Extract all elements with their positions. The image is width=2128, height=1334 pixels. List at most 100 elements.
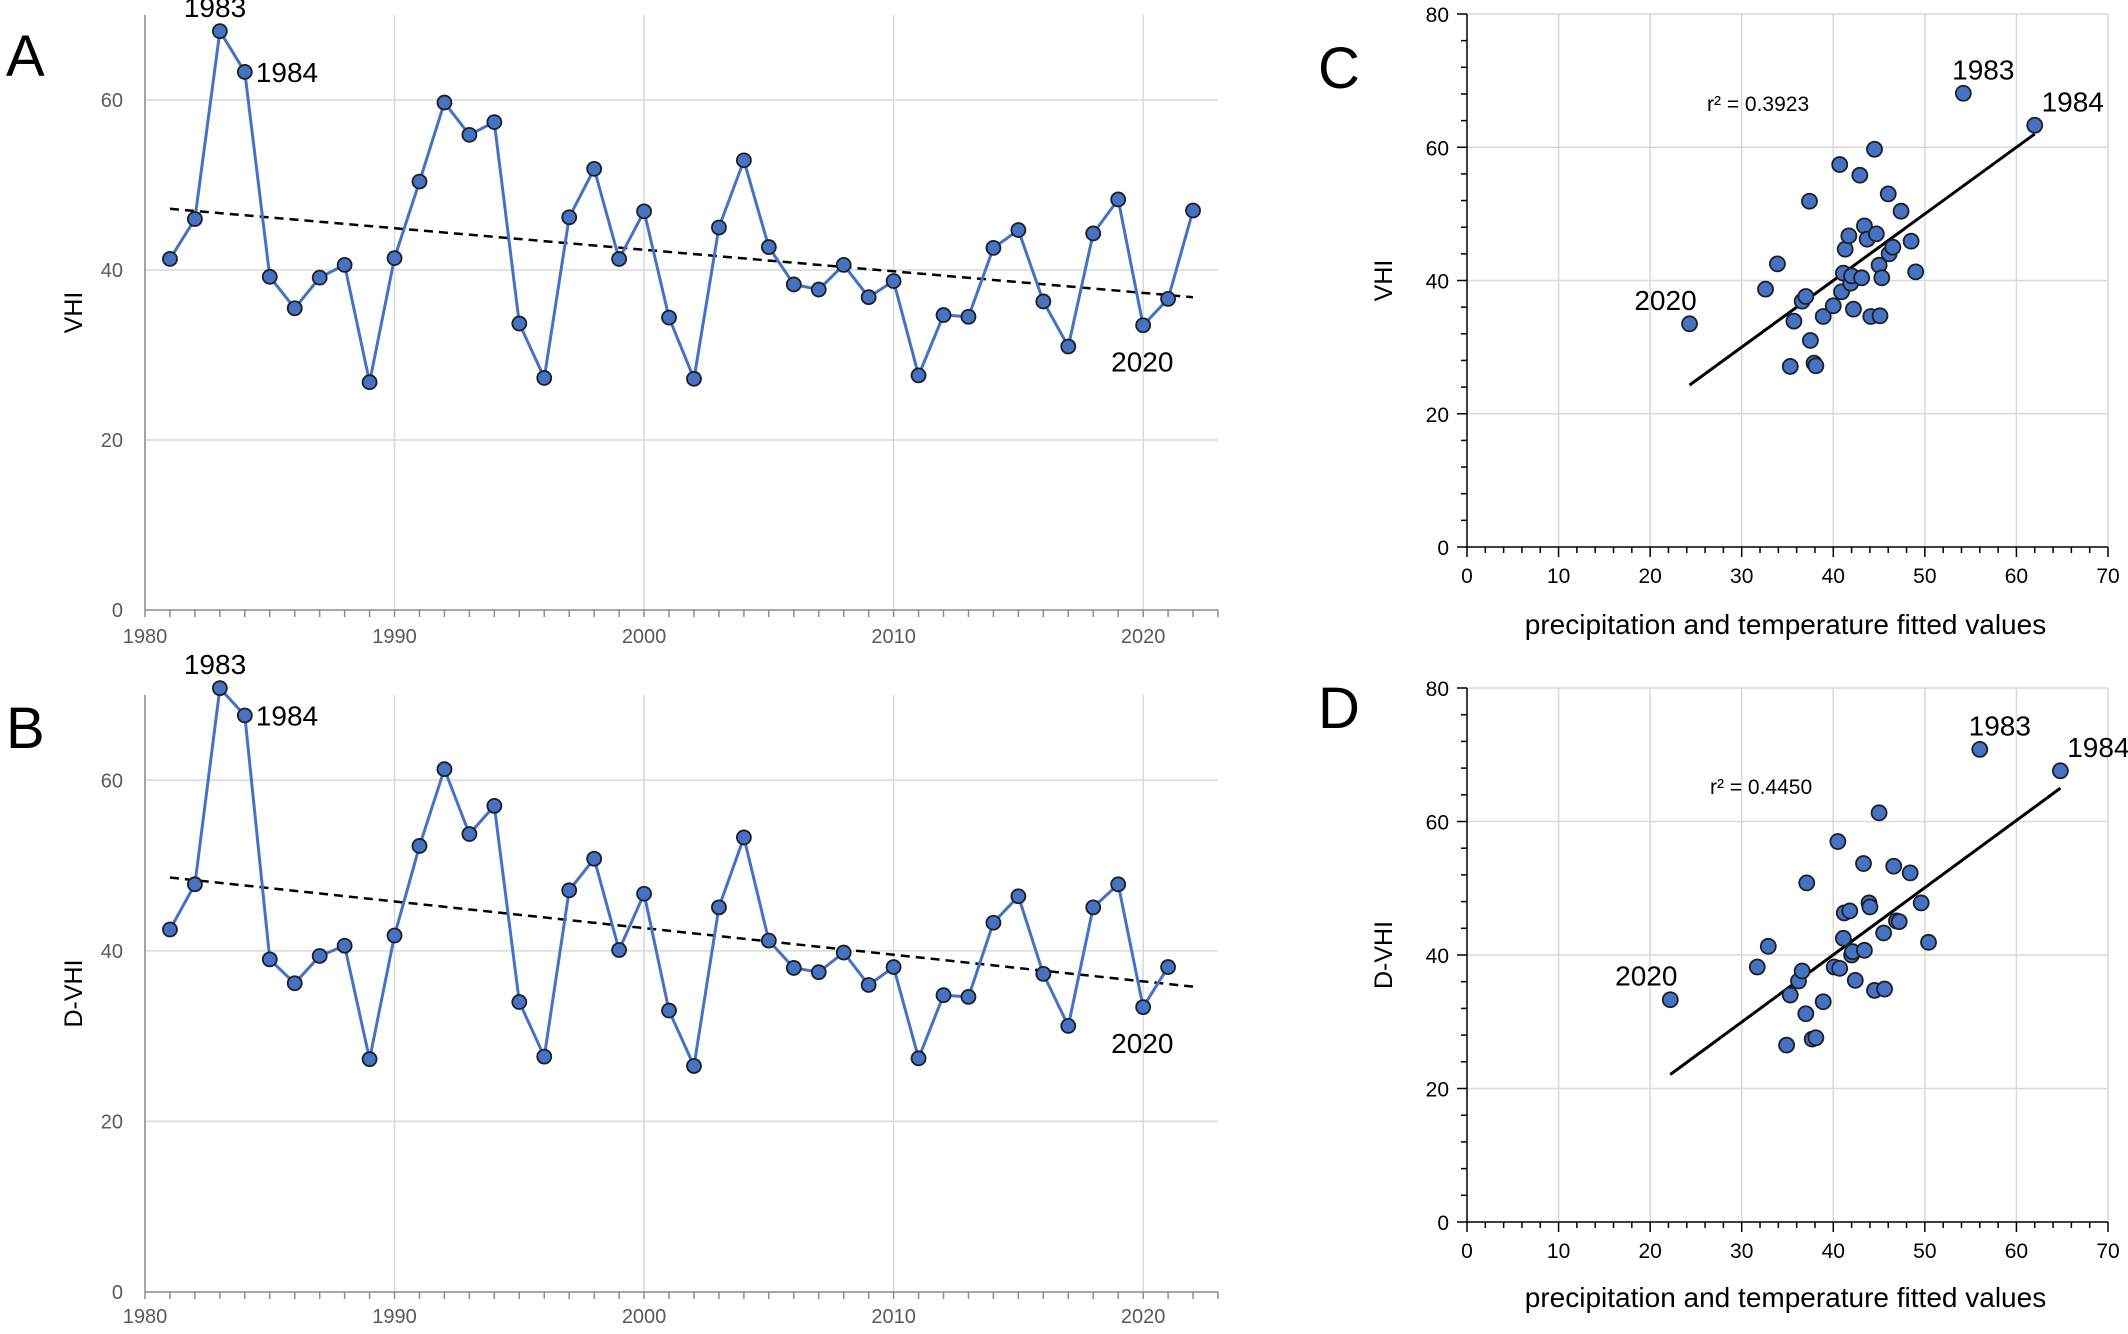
data-point	[611, 251, 628, 267]
y-tick-label: 20	[1426, 1079, 1449, 1102]
x-tick-label: 1990	[372, 626, 417, 648]
y-tick-label: 20	[101, 430, 123, 452]
data-point	[286, 300, 303, 317]
x-tick-label: 50	[1913, 565, 1936, 588]
data-point	[286, 975, 303, 992]
data-point	[1778, 1036, 1795, 1054]
data-point	[1781, 358, 1799, 375]
trend-line	[169, 876, 1194, 988]
panel-a-vhi-time-series: A 0 20 40 60 1980 1990 2000 2010 2020 VHI 1983 1984 2…	[6, 0, 1219, 648]
data-point	[960, 989, 977, 1005]
data-point	[661, 1002, 677, 1019]
data-point	[1829, 833, 1847, 850]
data-point	[386, 250, 403, 267]
data-point	[1912, 894, 1930, 912]
y-axis-title: D-VHI	[60, 959, 88, 1027]
data-point	[711, 899, 727, 916]
data-point	[611, 942, 628, 958]
x-tick-label: 60	[2005, 565, 2028, 588]
panel-b-dvhi-time-series: B 0 20 40 60 1980 1990 2000 2010 2020 D-VHI 1983 198…	[6, 649, 1219, 1328]
data-point	[536, 370, 553, 386]
data-point	[686, 1058, 702, 1074]
point-label: 1983	[1969, 710, 2031, 741]
data-point	[1035, 293, 1052, 310]
x-tick-label: 2020	[1121, 626, 1166, 648]
data-point	[486, 797, 503, 814]
data-point	[910, 1050, 927, 1067]
y-tick-label: 0	[1437, 537, 1449, 560]
data-point	[1135, 317, 1152, 334]
point-label: 2020	[1111, 346, 1173, 377]
data-point	[1781, 986, 1799, 1004]
data-point	[1840, 227, 1858, 245]
data-point	[1769, 255, 1786, 273]
data-point	[1831, 156, 1849, 173]
series-line	[168, 26, 1195, 385]
data-point	[686, 370, 702, 387]
point-label: 1983	[184, 0, 246, 23]
data-point	[1060, 338, 1077, 355]
data-point	[2026, 116, 2044, 134]
data-point	[511, 315, 528, 332]
data-point	[1110, 191, 1127, 208]
data-point	[187, 876, 203, 893]
y-tick-label: 0	[112, 1282, 123, 1304]
data-point	[935, 987, 952, 1004]
data-point	[1834, 929, 1852, 947]
x-tick-label: 2010	[871, 1306, 916, 1328]
data-point	[1867, 225, 1885, 243]
y-tick-label: 60	[101, 90, 123, 112]
data-point	[1824, 297, 1842, 315]
data-point	[1846, 971, 1864, 989]
data-point	[1160, 959, 1176, 975]
data-point	[1873, 269, 1891, 287]
panel-letter: A	[6, 24, 45, 89]
data-point	[1879, 185, 1897, 203]
data-point	[1814, 993, 1832, 1011]
data-point	[835, 256, 852, 273]
data-point	[1871, 307, 1889, 325]
y-tick-label: 20	[101, 1111, 123, 1133]
point-label: 1984	[256, 57, 318, 88]
y-tick-label: 20	[1426, 404, 1449, 427]
data-point	[1807, 1029, 1825, 1047]
data-point	[211, 680, 228, 697]
point-label: 1984	[2042, 86, 2104, 117]
data-point	[162, 921, 178, 938]
x-axis-title: precipitation and temperature fitted val…	[1525, 1282, 2046, 1313]
x-tick-label: 20	[1638, 1240, 1661, 1263]
x-tick-label: 30	[1730, 1240, 1753, 1263]
y-tick-label: 0	[1437, 1212, 1449, 1235]
point-label: 1983	[184, 649, 246, 680]
regression-line	[1669, 786, 2062, 1076]
regression-line	[1688, 132, 2036, 387]
data-point	[1861, 898, 1879, 916]
y-tick-label: 80	[1426, 4, 1449, 27]
data-point	[636, 885, 652, 902]
panel-d-dvhi-scatter: D 0 20 40 60 80 0 10 20 30 40 50 60 70 D-VHI precipitat…	[1318, 676, 2128, 1313]
x-tick-label: 10	[1547, 1240, 1570, 1263]
data-point	[1801, 332, 1819, 349]
point-label: 2020	[1111, 1028, 1173, 1059]
data-point	[1793, 962, 1811, 980]
data-point	[211, 23, 228, 40]
y-axis-title: VHI	[1370, 260, 1398, 302]
data-point	[860, 977, 877, 993]
data-point	[860, 289, 877, 306]
data-point	[1797, 288, 1815, 305]
x-tick-label: 40	[1822, 565, 1845, 588]
data-point	[735, 152, 752, 169]
data-point	[1920, 933, 1937, 951]
data-point	[636, 203, 652, 220]
data-point	[386, 927, 403, 944]
data-point	[486, 114, 503, 130]
data-point	[586, 160, 603, 177]
data-point	[311, 269, 328, 286]
data-point	[1875, 924, 1893, 942]
x-tick-label: 0	[1461, 565, 1473, 588]
data-point	[1831, 959, 1849, 977]
data-point	[1971, 741, 1989, 758]
panel-letter: B	[6, 696, 45, 761]
data-point	[1807, 357, 1825, 375]
data-point	[1010, 222, 1027, 238]
